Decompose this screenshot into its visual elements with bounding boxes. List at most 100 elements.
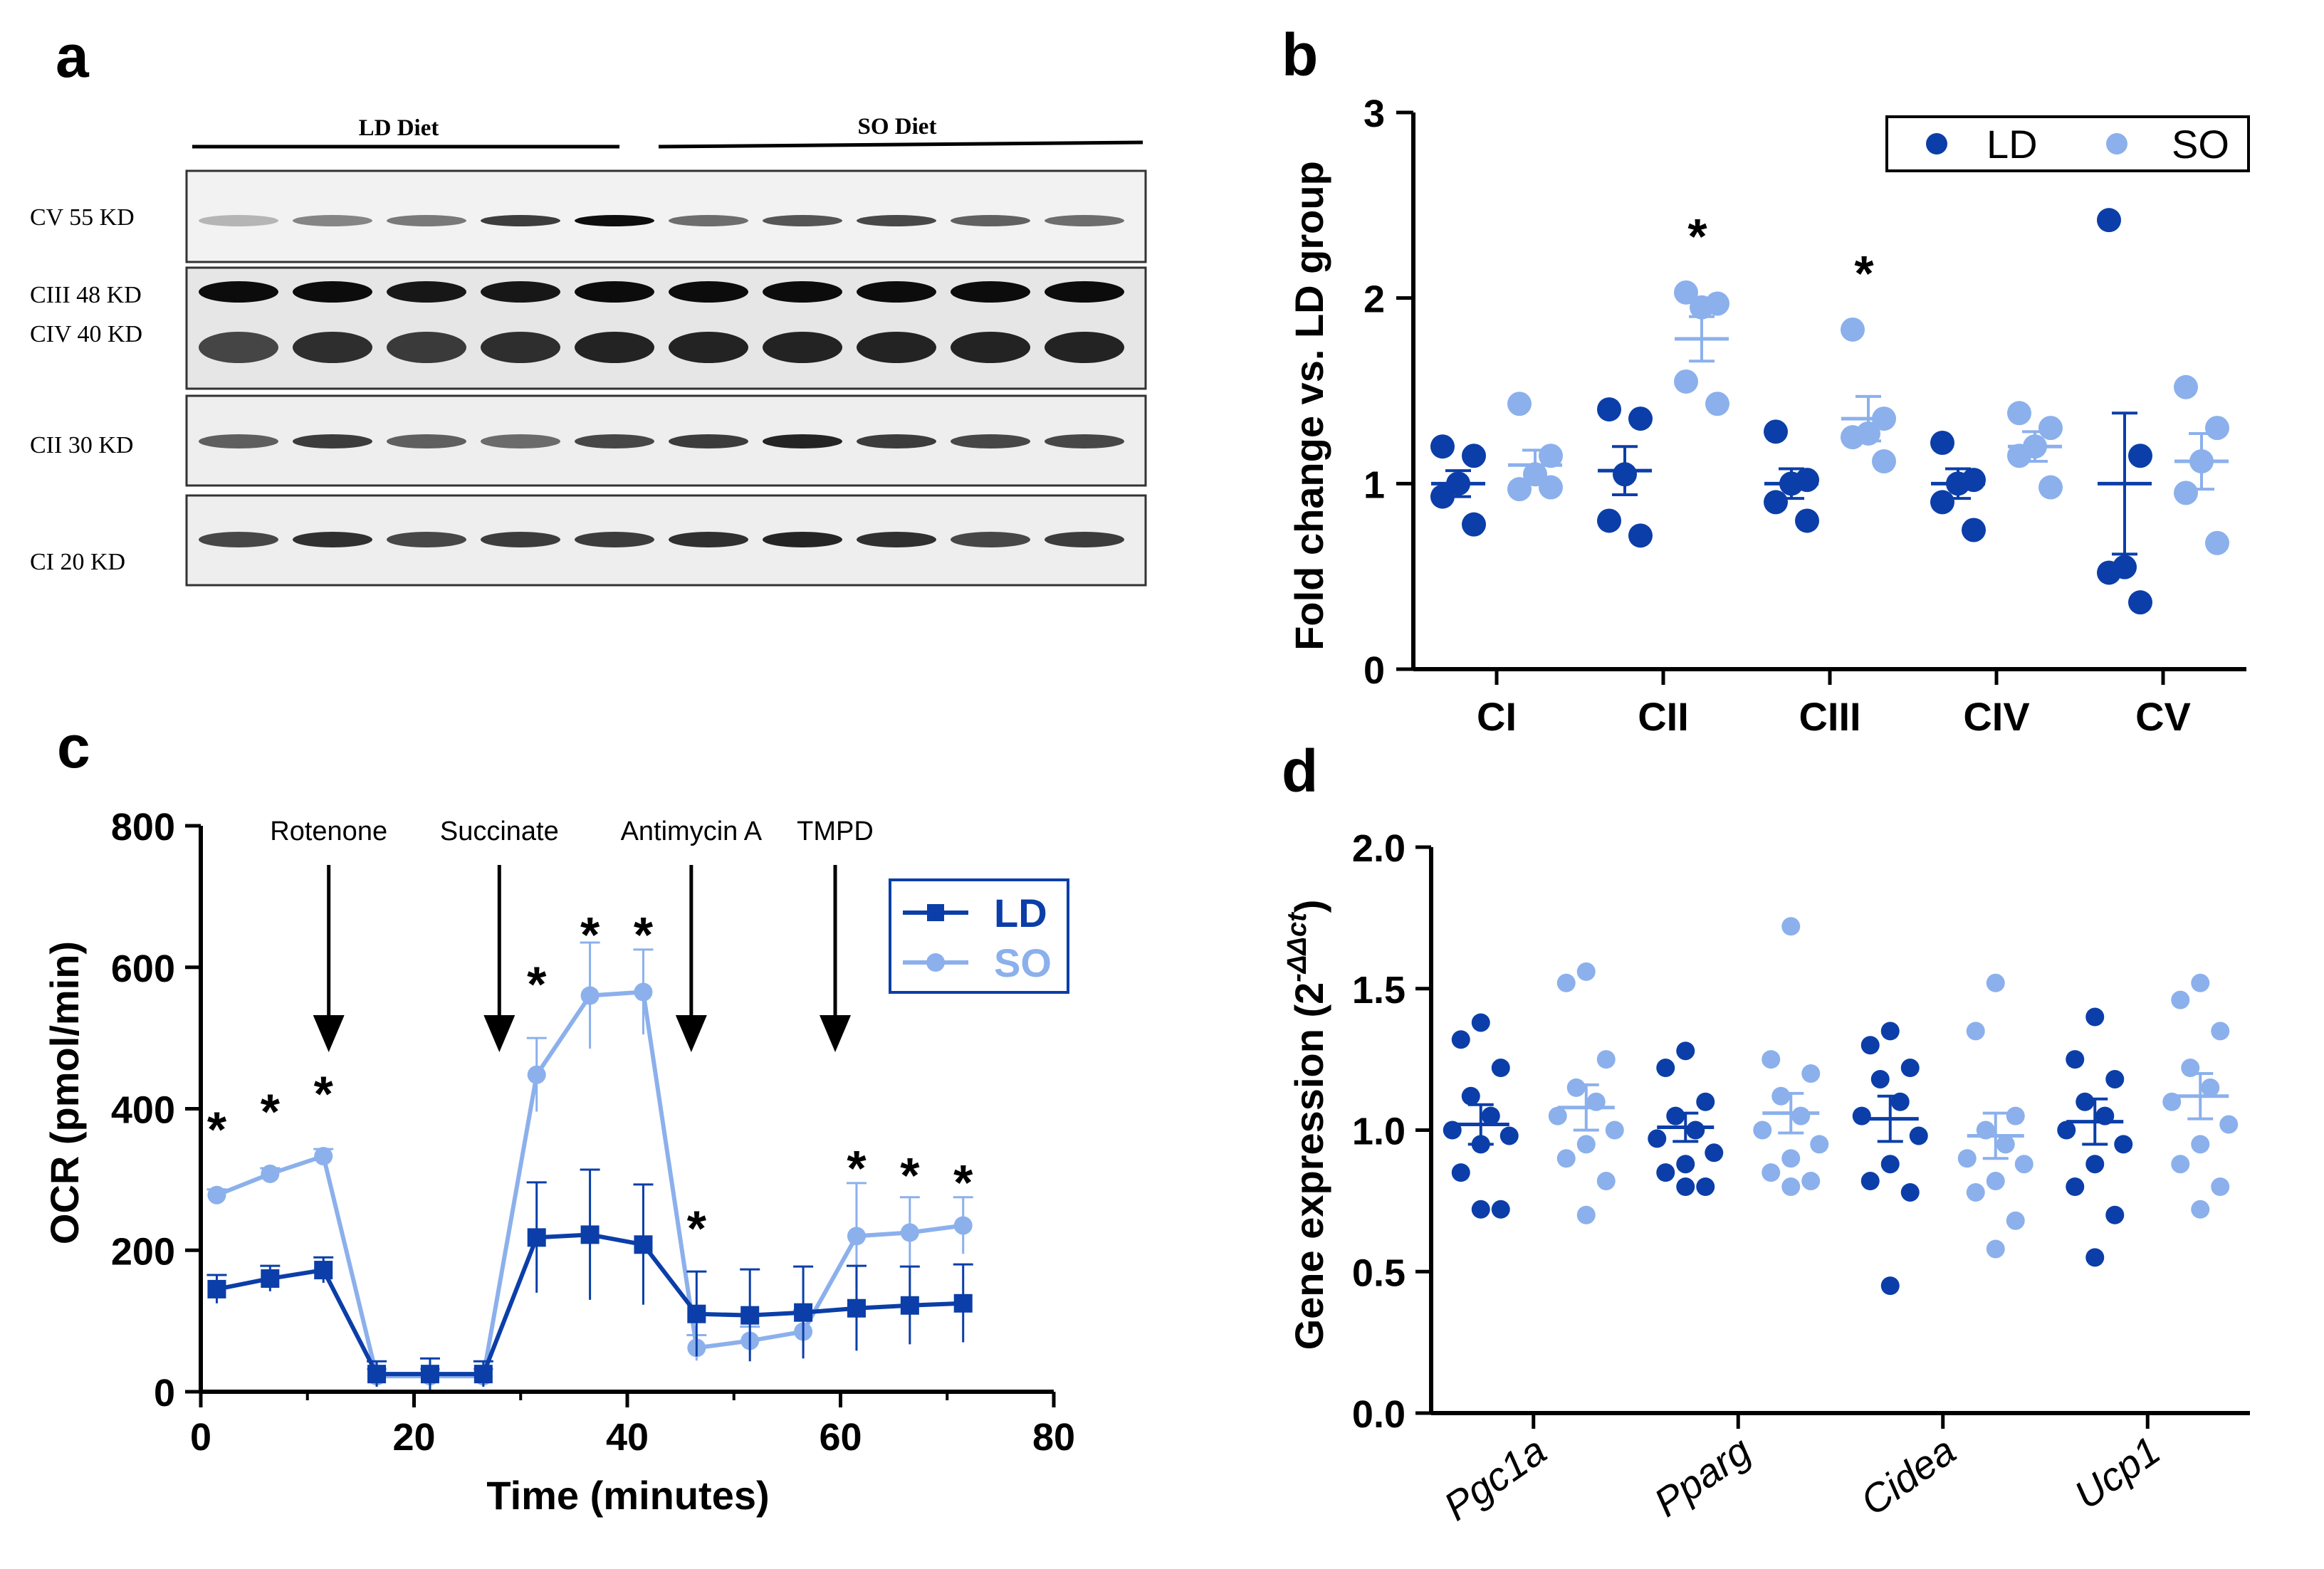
chart-b-significance-star: * <box>1854 246 1874 301</box>
blot-band-r0-lane5 <box>669 215 748 226</box>
chart-c-annotation-label: Antimycin A <box>621 817 763 846</box>
chart-c-significance-star: * <box>527 957 547 1012</box>
chart-c-point-so <box>527 1065 546 1084</box>
blot-band-r4-lane6 <box>763 532 842 547</box>
chart-d-point-ld <box>1900 1182 1920 1202</box>
chart-b-point-so <box>1507 392 1532 416</box>
chart-d-point-so <box>1576 1135 1596 1154</box>
chart-d-point-so <box>1576 1205 1596 1224</box>
chart-d-point-ld <box>1860 1172 1880 1191</box>
chart-d-xtick-label: Ucp1 <box>2066 1427 2168 1518</box>
chart-d-point-so <box>1762 1050 1781 1069</box>
chart-c-ytick-label: 800 <box>111 806 175 849</box>
chart-b-point-ld <box>1795 508 1819 533</box>
chart-d-point-ld <box>2114 1135 2133 1154</box>
chart-d-point-ld <box>1705 1143 1724 1163</box>
chart-b-point-ld <box>2097 208 2121 233</box>
blot-band-r3-lane1 <box>293 434 372 448</box>
chart-d-point-so <box>1791 1106 1811 1125</box>
blot-band-r2-lane6 <box>763 332 842 363</box>
chart-c-point-ld <box>847 1298 866 1318</box>
chart-b-point-ld <box>2128 444 2152 468</box>
panel-c-label: c <box>57 713 90 780</box>
chart-d-point-ld <box>1471 1200 1490 1219</box>
blot-band-r1-lane0 <box>199 281 278 303</box>
chart-d-point-ld <box>2105 1205 2125 1224</box>
chart-d-point-ld <box>2076 1092 2095 1111</box>
chart-d-point-ld <box>1696 1092 1715 1111</box>
blot-bands <box>199 215 1124 547</box>
chart-b-point-so <box>2205 530 2229 555</box>
chart-b-legend-so-label: SO <box>2172 122 2229 167</box>
chart-c-point-ld <box>900 1296 919 1315</box>
blot-band-r0-lane3 <box>481 215 560 226</box>
chart-d-point-ld <box>1909 1126 1928 1145</box>
chart-b-point-ld <box>1930 430 1954 455</box>
chart-c-xlabel: Time (minutes) <box>486 1473 769 1518</box>
chart-b-ylabel: Fold change vs. LD group <box>1287 161 1331 651</box>
blot-group-ld-label: LD Diet <box>359 115 439 141</box>
chart-b-ytick-label: 3 <box>1363 93 1385 135</box>
blot-band-r4-lane1 <box>293 532 372 547</box>
chart-b-point-so <box>1705 392 1729 416</box>
chart-c-point-ld <box>740 1306 760 1325</box>
chart-b-xtick-label: CV <box>2135 694 2191 739</box>
chart-b-point-so <box>1841 317 1865 342</box>
blot-band-r1-lane4 <box>575 281 654 303</box>
blot-band-r4-lane7 <box>857 532 936 547</box>
chart-d-point-ld <box>2066 1177 2085 1196</box>
chart-d-ytick-label: 2.0 <box>1352 827 1406 870</box>
chart-b-point-ld <box>1430 484 1455 509</box>
blot-band-r0-lane6 <box>763 215 842 226</box>
chart-d-point-so <box>2014 1155 2034 1174</box>
chart-d-ytick-label: 0.0 <box>1352 1393 1406 1436</box>
chart-d-point-ld <box>1686 1121 1705 1140</box>
chart-d-ylabel-close: ) <box>1287 900 1331 913</box>
chart-d-point-so <box>2211 1177 2230 1196</box>
chart-d-point-ld <box>2105 1069 2125 1088</box>
chart-d-ylabel-superscript: -ΔΔct <box>1282 912 1312 982</box>
chart-d-ytick-label: 1.5 <box>1352 969 1406 1012</box>
chart-b-point-ld <box>1462 444 1486 468</box>
chart-c-point-ld <box>261 1269 280 1288</box>
chart-b-point-ld <box>1764 490 1788 515</box>
blot-band-r4-lane0 <box>199 532 278 547</box>
chart-b-point-so <box>1674 369 1698 394</box>
chart-b-point-ld <box>1430 434 1455 459</box>
chart-d-point-so <box>1966 1022 1985 1041</box>
blot-band-r2-lane1 <box>293 332 372 363</box>
chart-d-point-ld <box>1491 1200 1510 1219</box>
chart-d-point-so <box>1556 1149 1576 1168</box>
chart-d-xtick-label: Pparg <box>1646 1427 1759 1525</box>
blot-band-r2-lane4 <box>575 332 654 363</box>
chart-d-point-so <box>2171 990 2190 1009</box>
chart-d-point-so <box>2211 1022 2230 1041</box>
blot-band-r3-lane5 <box>669 434 748 448</box>
chart-d-point-ld <box>1860 1036 1880 1055</box>
chart-d-point-so <box>1576 962 1596 981</box>
panel-b-label: b <box>1282 21 1318 88</box>
chart-d-point-ld <box>1676 1041 1695 1061</box>
chart-b-point-ld <box>1764 419 1788 444</box>
chart-d-point-so <box>1753 1121 1772 1140</box>
chart-d-point-ld <box>1676 1177 1695 1196</box>
chart-d-point-so <box>1605 1121 1624 1140</box>
panel-a-label: a <box>56 23 90 90</box>
blot-band-r4-lane4 <box>575 532 654 547</box>
chart-d-point-so <box>1781 1177 1801 1196</box>
chart-d-point-so <box>1556 973 1576 992</box>
blot-row-label-ciii: CIII 48 KD <box>30 282 142 308</box>
chart-c-annotation-arrow-head <box>675 1015 707 1052</box>
chart-c-point-ld <box>634 1235 653 1254</box>
blot-band-r2-lane2 <box>387 332 466 363</box>
chart-b-point-ld <box>1930 490 1954 515</box>
chart-c-significance-star: * <box>634 907 654 962</box>
chart-c-legend-ld-marker <box>927 904 944 921</box>
chart-b-xtick-label: CII <box>1638 694 1689 739</box>
chart-d-point-ld <box>2085 1248 2105 1267</box>
chart-d-point-so <box>1986 1172 2005 1191</box>
chart-b-ytick-label: 1 <box>1363 463 1385 506</box>
chart-c-ylabel: OCR (pmol/min) <box>42 941 87 1244</box>
blot-band-r1-lane1 <box>293 281 372 303</box>
chart-d-point-ld <box>1880 1155 1900 1174</box>
